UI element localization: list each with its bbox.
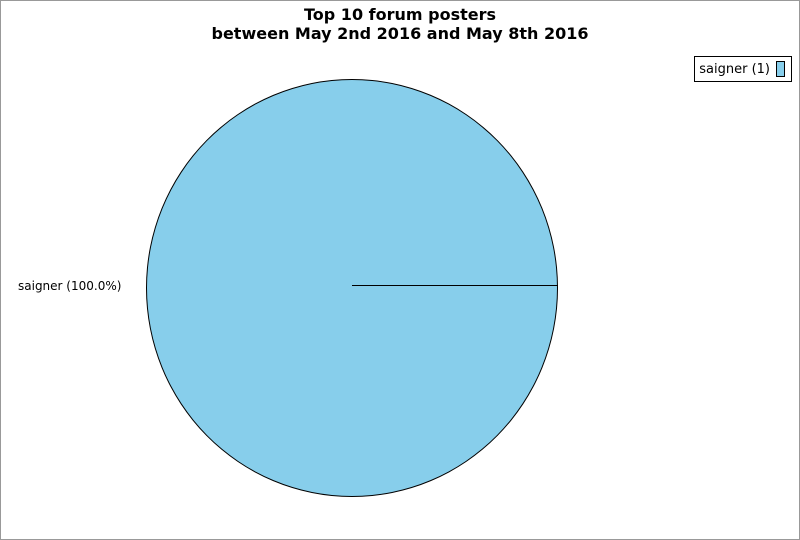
pie-slice-label: saigner (100.0%) [18, 279, 122, 293]
legend-swatch-icon [776, 61, 785, 77]
chart-title: Top 10 forum posters between May 2nd 201… [1, 5, 799, 43]
chart-title-line2: between May 2nd 2016 and May 8th 2016 [211, 24, 589, 43]
legend-entry-label: saigner (1) [699, 61, 770, 77]
pie-slice-saigner [146, 79, 558, 497]
chart-title-line1: Top 10 forum posters [304, 5, 496, 24]
pie-slice-boundary-line [352, 285, 558, 286]
legend: saigner (1) [694, 56, 792, 82]
